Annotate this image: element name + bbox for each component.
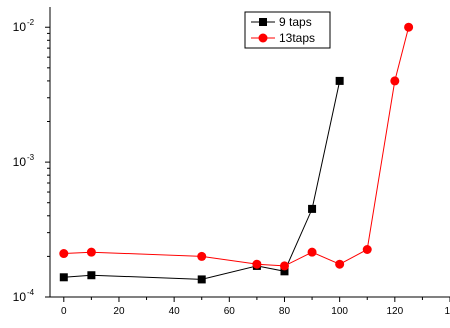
series: [59, 22, 414, 284]
x-tick-label: 80: [279, 306, 291, 317]
data-point: [335, 76, 344, 85]
y-tick-exponent: -3: [27, 153, 35, 162]
x-tick-label: 20: [113, 306, 125, 317]
x-tick-label: 100: [331, 306, 348, 317]
x-tick-label: 120: [386, 306, 403, 317]
data-point: [362, 244, 372, 254]
legend-label: 9 taps: [279, 15, 312, 29]
legend-item: 13taps: [251, 31, 315, 45]
legend-item: 9 taps: [251, 15, 312, 29]
y-tick-exponent: -4: [27, 288, 35, 297]
data-point: [59, 273, 68, 282]
data-point: [59, 249, 69, 259]
y-tick-label: 10: [13, 290, 27, 304]
data-point: [197, 275, 206, 284]
series-line: [63, 80, 341, 280]
data-point: [279, 261, 289, 271]
axes: [49, 7, 450, 298]
data-point: [390, 76, 400, 86]
series-2: [59, 22, 414, 271]
data-point: [280, 267, 289, 276]
data-point: [252, 259, 262, 269]
data-point: [307, 247, 317, 257]
y-tick-label: 10: [13, 20, 27, 34]
data-point: [197, 251, 207, 261]
legend-swatch-marker: [259, 18, 267, 26]
data-point: [308, 204, 317, 213]
data-point: [86, 247, 96, 257]
data-point: [404, 22, 414, 32]
series-line: [63, 27, 410, 267]
x-tick-label: 60: [224, 306, 236, 317]
y-tick-exponent: -2: [27, 18, 35, 27]
x-tick-label: 0: [61, 306, 67, 317]
data-point: [335, 259, 345, 269]
x-tick-label: 14: [444, 306, 450, 317]
ticks: 0204060801001201410-410-310-2: [13, 18, 450, 317]
legend: 9 taps 13taps: [244, 11, 331, 49]
legend-swatch-marker: [258, 33, 268, 43]
data-point: [87, 271, 96, 280]
legend-label: 13taps: [279, 31, 315, 45]
x-tick-label: 40: [169, 306, 181, 317]
y-tick-label: 10: [13, 155, 27, 169]
